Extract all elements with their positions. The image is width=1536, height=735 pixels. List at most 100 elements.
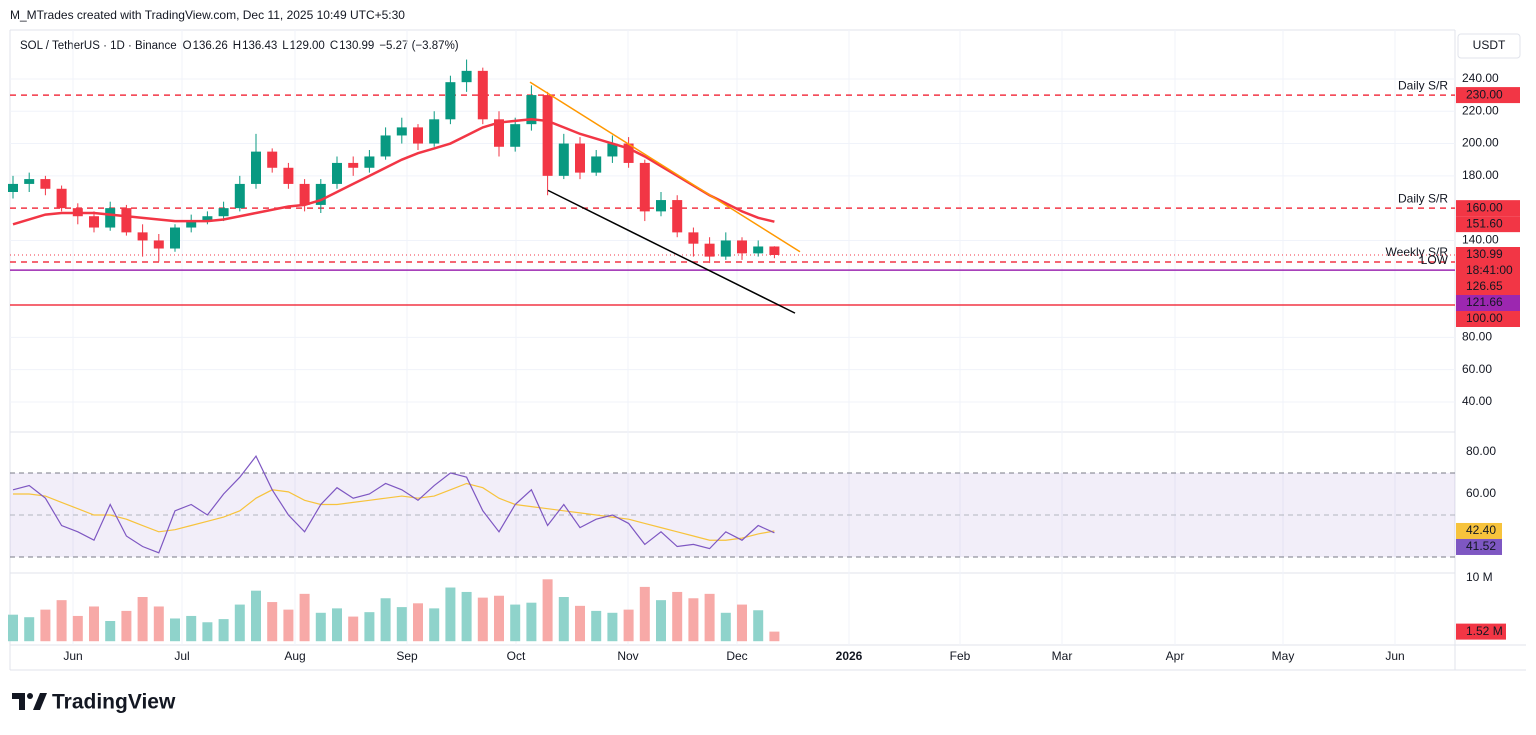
volume-bar: [380, 598, 391, 642]
candle-body: [510, 124, 521, 147]
price-tag: [1456, 200, 1520, 217]
candle-body: [56, 188, 67, 209]
rsi-tag-label: 42.40: [1466, 523, 1496, 537]
legend-item: −5.27 (−3.87%): [379, 40, 458, 52]
volume-bar: [672, 591, 683, 642]
legend-item: H: [233, 40, 241, 52]
volume-bar: [234, 604, 245, 642]
candle-body: [477, 70, 488, 120]
candle-body: [251, 151, 261, 184]
volume-bar: [575, 605, 585, 642]
volume-bar: [251, 590, 261, 642]
candle-body: [591, 156, 602, 173]
candle-body: [218, 208, 229, 217]
candle-body: [234, 183, 245, 209]
candle-body: [283, 167, 294, 184]
level-label: Weekly S/R: [1386, 245, 1449, 259]
x-tick-label: Jun: [1385, 649, 1404, 663]
candle-body: [672, 200, 683, 233]
candle-body: [753, 246, 764, 254]
candle-body: [105, 208, 116, 228]
y-tick-label: 140.00: [1462, 233, 1499, 247]
candle-body: [364, 156, 375, 168]
volume-bar: [656, 600, 666, 642]
volume-bar: [769, 631, 780, 642]
candle-body: [558, 143, 569, 176]
x-tick-label: Jul: [174, 649, 189, 663]
candle-body: [332, 162, 342, 184]
candle-body: [396, 127, 407, 136]
candle-body: [137, 232, 148, 241]
y-tick-label: 180.00: [1462, 168, 1499, 182]
candle-body: [380, 135, 391, 157]
rsi-line: [12, 455, 775, 554]
volume-bar: [170, 618, 180, 642]
currency-box[interactable]: [1457, 33, 1521, 59]
volume-bar: [121, 610, 132, 642]
price-tag: [1456, 295, 1520, 312]
candle-body: [24, 179, 35, 184]
legend-item: 129.00: [290, 40, 325, 52]
x-tick-label: Apr: [1166, 649, 1185, 663]
volume-bar: [623, 609, 634, 642]
volume-bar: [510, 604, 521, 642]
candle-body: [639, 162, 650, 212]
volume-bar: [445, 587, 456, 642]
x-tick-label: Sep: [396, 649, 418, 663]
volume-bar: [396, 607, 407, 642]
volume-bar: [137, 597, 148, 642]
candles: [8, 59, 780, 264]
volume-bar: [299, 593, 310, 642]
logo: [12, 693, 47, 710]
candle-body: [121, 208, 132, 233]
price-tag: [1456, 216, 1520, 233]
volume-bar: [737, 604, 747, 642]
x-tick-label: Oct: [507, 649, 526, 663]
price-tag-label: 100.00: [1466, 311, 1503, 325]
volume-bar: [542, 579, 553, 642]
candle-body: [170, 227, 180, 249]
credit: M_MTrades created with TradingView.com, …: [10, 8, 405, 22]
candle-body: [688, 232, 699, 244]
volume-bar: [688, 598, 699, 642]
volume-bar: [153, 606, 164, 642]
volume-bar: [429, 608, 440, 642]
candle-body: [575, 143, 585, 173]
volume-bar: [591, 610, 602, 642]
candle-body: [623, 143, 634, 163]
price-tag: [1456, 311, 1520, 328]
volume-bar: [24, 617, 35, 642]
currency[interactable]: USDT: [1473, 38, 1506, 52]
y-tick-label: 240.00: [1462, 71, 1499, 85]
legend-item: 136.26: [193, 40, 228, 52]
price-tag-label: 130.99: [1466, 247, 1503, 261]
y-tick-label: 60.00: [1462, 362, 1492, 376]
volume-bar: [413, 603, 423, 642]
y-tick-label: 220.00: [1462, 103, 1499, 117]
price-tag: [1456, 247, 1520, 280]
candle-body: [89, 216, 99, 228]
trendline: [529, 81, 801, 253]
volume-bar: [283, 609, 294, 642]
price-tag-label: 230.00: [1466, 87, 1503, 101]
candle-body: [202, 216, 213, 222]
level-label: LOW: [1421, 253, 1449, 267]
candle-body: [526, 95, 537, 125]
volume-tag-label: 1.52 M: [1466, 624, 1503, 638]
rsi-ma-line: [13, 482, 775, 541]
x-tick-label: May: [1272, 649, 1295, 663]
level-label: Daily S/R: [1398, 78, 1448, 92]
legend-item: C: [330, 40, 338, 52]
volume-bar: [639, 586, 650, 642]
volume-bar: [202, 622, 213, 642]
volume-bar: [332, 608, 342, 642]
candle-body: [720, 240, 731, 257]
volume-bar: [704, 593, 715, 642]
volume-bar: [477, 597, 488, 642]
y-tick-label: 40.00: [1462, 394, 1492, 408]
candle-body: [542, 95, 553, 176]
y-tick-label: 200.00: [1462, 136, 1499, 150]
price-tag-label: 121.66: [1466, 295, 1503, 309]
candle-body: [413, 127, 423, 144]
